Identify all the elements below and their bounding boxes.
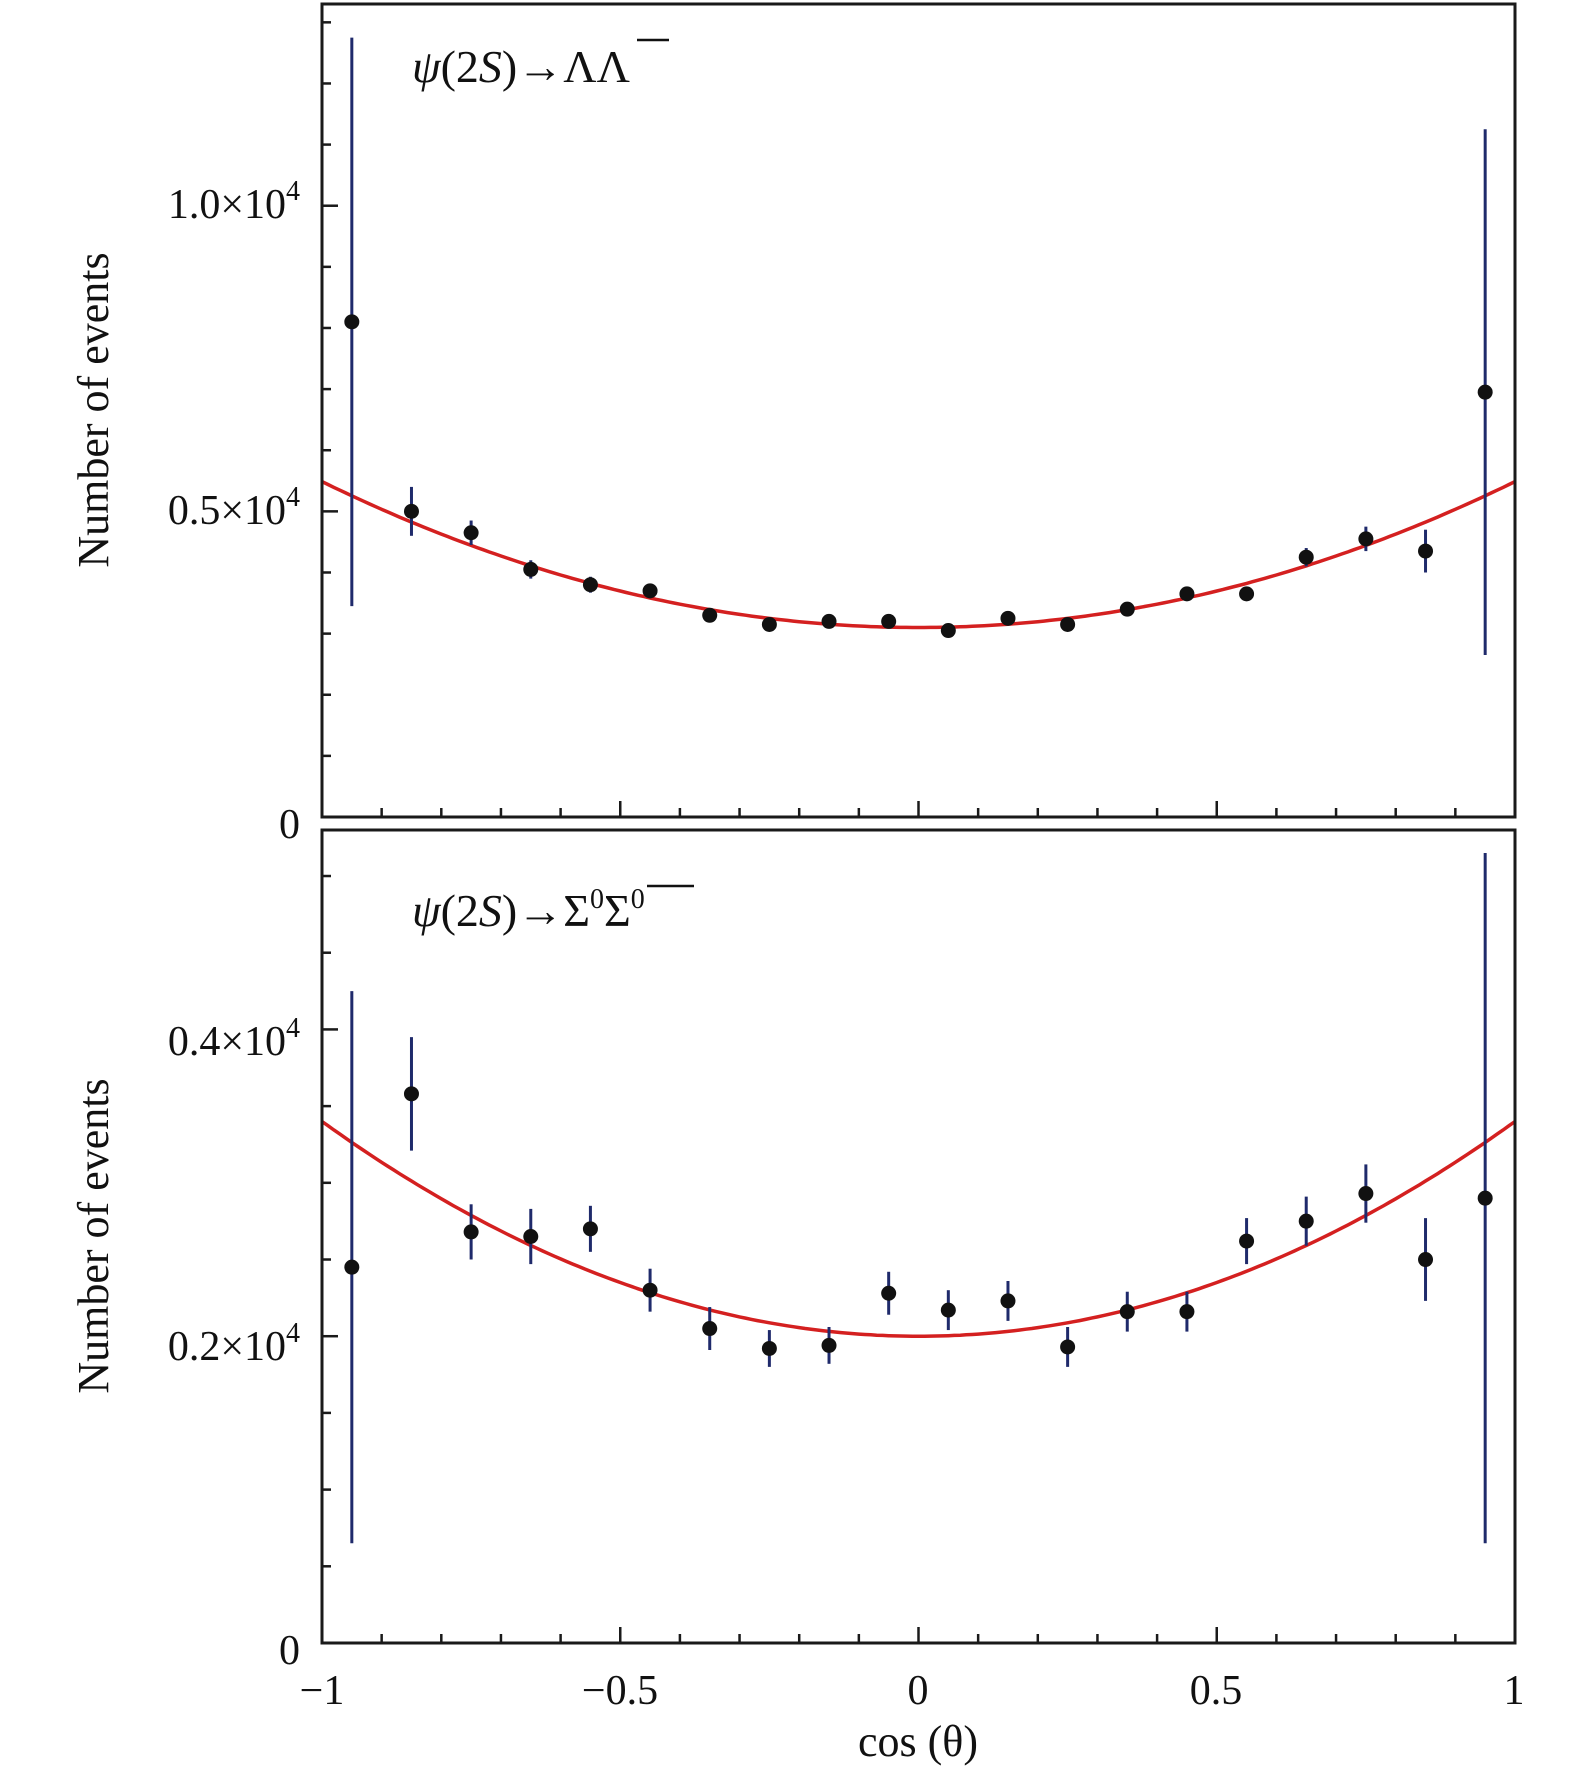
x-tick-label: −0.5 bbox=[582, 1668, 658, 1714]
data-point bbox=[523, 1229, 539, 1244]
data-point bbox=[463, 525, 479, 541]
data-point bbox=[1119, 601, 1135, 617]
data-point bbox=[761, 616, 777, 632]
data-point bbox=[403, 1086, 419, 1102]
data-point bbox=[1239, 1233, 1255, 1249]
x-tick-label: 0 bbox=[908, 1668, 929, 1714]
data-point bbox=[1000, 1293, 1016, 1309]
data-point bbox=[463, 1224, 479, 1240]
panel-sigma0: 0.4×104 0.2×104 0 Number of events ψ(2S)… bbox=[69, 828, 1517, 1674]
y-axis-title: Number of events bbox=[69, 252, 118, 567]
panel-annotation: ψ(2S)→ΛΛ bbox=[412, 41, 630, 92]
plot-frame bbox=[320, 828, 1517, 1645]
x-tick-label: 1 bbox=[1504, 1668, 1525, 1714]
data-point bbox=[1298, 549, 1314, 565]
x-ticks-group bbox=[320, 801, 1517, 817]
data-point bbox=[821, 613, 837, 629]
y-tick-label: 0.5×104 bbox=[168, 482, 300, 534]
data-point bbox=[940, 1302, 956, 1318]
data-point bbox=[940, 623, 956, 639]
data-point bbox=[1060, 616, 1076, 632]
fit-curve bbox=[320, 1120, 1517, 1338]
data-point bbox=[1358, 531, 1374, 547]
data-point bbox=[642, 1282, 658, 1298]
data-points-group bbox=[344, 853, 1493, 1544]
data-point bbox=[1000, 610, 1016, 626]
y-tick-label: 0 bbox=[279, 802, 300, 848]
data-point bbox=[1418, 1252, 1434, 1268]
panel-lambda: 1.0×104 0.5×104 0 Number of events ψ(2S)… bbox=[69, 2, 1517, 848]
data-point bbox=[1179, 1304, 1195, 1320]
y-tick-label: 0.4×104 bbox=[168, 1013, 300, 1065]
data-point bbox=[1298, 1213, 1314, 1229]
fit-curve-group bbox=[320, 1120, 1517, 1338]
data-point bbox=[582, 1221, 598, 1237]
x-tick-label: −1 bbox=[300, 1668, 345, 1714]
x-axis-title: cos (θ) bbox=[858, 1717, 978, 1766]
data-point bbox=[702, 1321, 718, 1337]
x-tick-labels: −1 −0.5 0 0.5 1 bbox=[300, 1668, 1525, 1714]
data-point bbox=[642, 583, 658, 599]
data-point bbox=[344, 1259, 360, 1275]
data-point bbox=[1060, 1339, 1076, 1355]
data-point bbox=[1418, 543, 1434, 559]
data-point bbox=[1119, 1304, 1135, 1320]
y-tick-label: 1.0×104 bbox=[168, 176, 300, 228]
y-tick-label: 0 bbox=[279, 1628, 300, 1674]
data-point bbox=[582, 577, 598, 593]
data-point bbox=[1477, 1190, 1493, 1206]
plot-frame bbox=[320, 2, 1517, 819]
data-point bbox=[1239, 586, 1255, 602]
fit-curve bbox=[321, 480, 1516, 630]
data-point bbox=[702, 607, 718, 623]
y-tick-label: 0.2×104 bbox=[168, 1318, 300, 1370]
fit-curve-group bbox=[321, 480, 1516, 630]
data-point bbox=[821, 1337, 837, 1353]
y-ticks-group bbox=[322, 874, 338, 1645]
data-point bbox=[1477, 384, 1493, 400]
data-point bbox=[881, 613, 897, 629]
x-ticks-group bbox=[320, 1627, 1517, 1643]
data-points-group bbox=[344, 37, 1493, 656]
y-ticks-group bbox=[322, 21, 338, 819]
data-point bbox=[523, 561, 539, 577]
data-point bbox=[761, 1340, 777, 1356]
panel-annotation: ψ(2S)→Σ0Σ0 bbox=[412, 884, 645, 936]
y-axis-title: Number of events bbox=[69, 1078, 118, 1393]
data-point bbox=[344, 314, 360, 330]
data-point bbox=[1179, 586, 1195, 602]
x-tick-label: 0.5 bbox=[1190, 1668, 1243, 1714]
data-point bbox=[403, 503, 419, 519]
data-point bbox=[1358, 1186, 1374, 1202]
data-point bbox=[881, 1285, 897, 1301]
